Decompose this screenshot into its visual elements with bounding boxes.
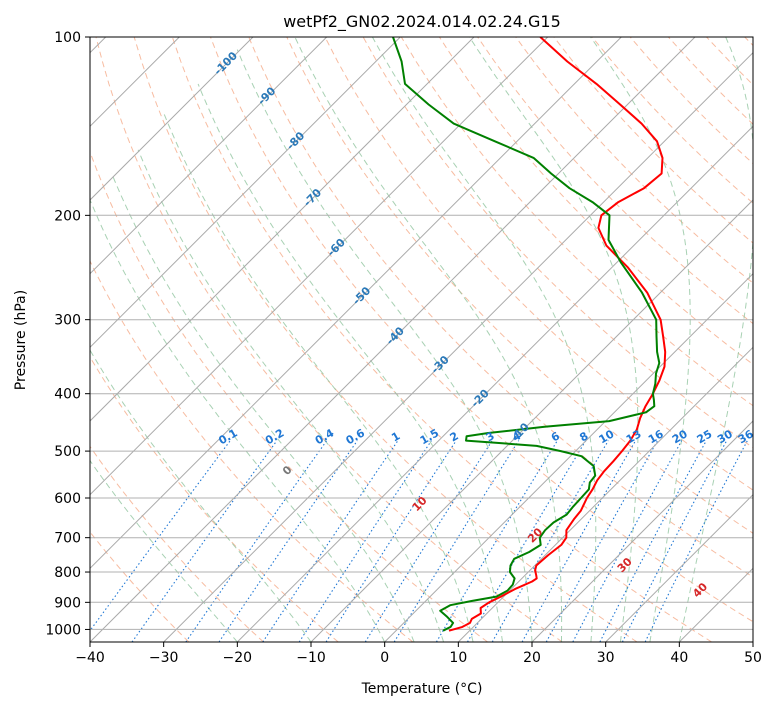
mixing-ratio-line: [435, 440, 558, 642]
mixing-ratio-line: [90, 440, 231, 632]
chart-title: wetPf2_GN02.2024.014.02.24.G15: [283, 12, 561, 32]
dry-adiabat-line: [171, 37, 712, 642]
dewpoint-line: [392, 37, 661, 632]
y-axis-label: Pressure (hPa): [13, 290, 29, 390]
isotherm-line: [90, 37, 475, 422]
moist-adiabat-line: [236, 49, 533, 642]
dry-adiabat-line: [90, 356, 339, 642]
x-axis-ticks: −40 −30 −20 −10 0 10 20 30 40 50: [75, 642, 762, 666]
isotherm-line: [384, 272, 753, 642]
y-tick-label: 1000: [45, 622, 81, 638]
moist-adiabat-line: [90, 198, 386, 642]
x-tick-label: 10: [449, 650, 467, 666]
y-tick-label: 600: [54, 491, 81, 507]
isotherm-line: [90, 37, 401, 349]
isotherm-line: [310, 199, 753, 642]
moist-adiabat-line: [90, 459, 238, 642]
pressure-gridlines: [90, 37, 753, 630]
y-tick-label: 200: [54, 208, 81, 224]
x-tick-label: −40: [75, 650, 105, 666]
isotherm-line: [90, 37, 622, 570]
isotherm-line: [90, 37, 696, 642]
plot-frame: [89, 36, 754, 643]
moist-adiabat-line: [197, 83, 503, 642]
y-tick-label: 400: [54, 387, 81, 403]
isotherm-line: [531, 420, 753, 642]
dry-adiabat-line: [90, 259, 414, 642]
mixing-ratio-line: [298, 440, 432, 642]
x-tick-label: 50: [744, 650, 762, 666]
y-tick-label: 700: [54, 531, 81, 547]
dry-adiabats: [90, 37, 753, 642]
mixing-ratio-line: [325, 440, 457, 642]
y-tick-label: 100: [54, 30, 81, 46]
y-tick-label: 300: [54, 313, 81, 329]
x-axis-label: Temperature (°C): [361, 681, 483, 697]
mixing-ratio-line: [262, 440, 399, 642]
dry-adiabat-line: [95, 37, 563, 642]
isotherm-line: [163, 51, 753, 642]
x-tick-label: 0: [380, 650, 389, 666]
moist-adiabat-line: [90, 349, 312, 642]
moist-adiabat-line: [468, 37, 639, 642]
isotherm-line: [457, 346, 753, 642]
moist-adiabat-line: [163, 114, 474, 642]
dry-adiabat-line: [324, 37, 753, 491]
dry-adiabat-line: [248, 37, 753, 578]
dry-adiabat-line: [90, 445, 264, 642]
dry-adiabat-line: [515, 37, 753, 284]
x-tick-label: −10: [296, 650, 326, 666]
dry-adiabat-line: [133, 37, 638, 642]
dry-adiabat-line: [210, 37, 753, 623]
mixing-ratio-line: [364, 440, 493, 642]
plot-area: -100-90-80-70-60-50-40-30-20-100.1 0.2 0.4…: [90, 37, 756, 642]
x-tick-label: −20: [223, 650, 253, 666]
mixing-ratio-line: [491, 440, 609, 642]
isotherm-line: [90, 37, 549, 496]
mixing-ratio-line: [467, 440, 587, 642]
x-tick-label: −30: [149, 650, 179, 666]
mixing-ratio-line: [545, 440, 659, 642]
y-tick-label: 500: [54, 444, 81, 460]
isotherm-line: [236, 125, 753, 642]
moist-adiabat-line: [678, 37, 753, 642]
x-tick-label: 20: [523, 650, 541, 666]
mixing-ratio-line: [521, 440, 637, 642]
moist-adiabat-line: [294, 37, 563, 642]
y-tick-label: 800: [54, 565, 81, 581]
mixing-ratio-line: [572, 440, 683, 642]
x-tick-label: 40: [670, 650, 688, 666]
isotherm-line: [605, 493, 753, 642]
isotherms: [90, 37, 753, 642]
mixing-ratio-line: [131, 440, 278, 642]
mixing-ratio-line: [185, 440, 328, 642]
y-axis-ticks: 100 200 300 400 500 600 700 800 900 1000: [45, 30, 90, 638]
moist-adiabat-line: [111, 173, 415, 642]
x-tick-label: 30: [597, 650, 615, 666]
mixing-ratio-label: 36: [736, 427, 756, 446]
temperature-line: [448, 37, 667, 632]
moist-adiabat-line: [590, 37, 691, 642]
dry-adiabat-line: [286, 37, 753, 534]
sounding-series: [392, 37, 667, 632]
isotherm-line: [90, 37, 254, 201]
isotherm-line: [90, 37, 328, 275]
y-tick-label: 900: [54, 595, 81, 611]
mixing-ratio-line: [644, 440, 748, 642]
